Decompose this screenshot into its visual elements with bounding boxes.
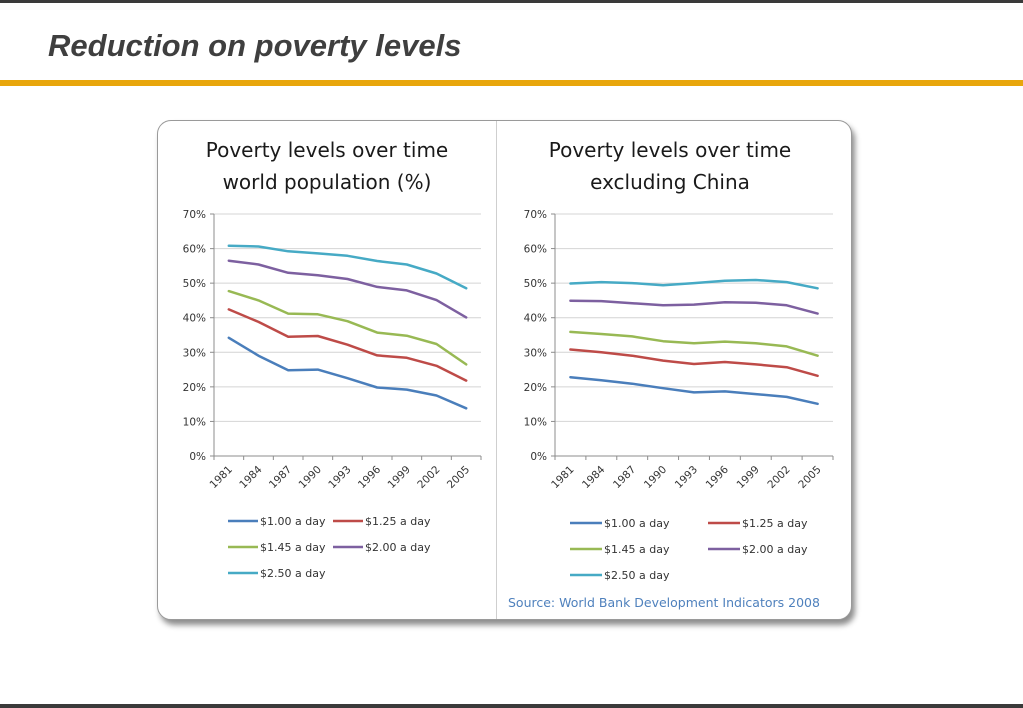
series-line-exchina-3 (569, 330, 819, 357)
series-line-exchina-4 (569, 299, 819, 315)
series-line-exchina-1 (569, 375, 819, 406)
legend-label-exchina-1: $1.00 a day (604, 517, 670, 530)
legend-label-exchina-4: $2.00 a day (742, 543, 808, 556)
chart-title-world-line-1: Poverty levels over time (206, 138, 448, 162)
y-tick-label-world-3: 30% (183, 347, 206, 359)
x-tick-label-exchina-1993: 1993 (673, 464, 700, 491)
y-tick-label-world-1: 10% (183, 416, 206, 428)
chart-divider (496, 121, 497, 619)
bottom-rule (0, 704, 1023, 708)
y-tick-label-exchina-4: 40% (524, 313, 547, 325)
chart-excluding-china: Poverty levels over time excluding China 0… (524, 138, 834, 582)
x-tick-label-exchina-1984: 1984 (580, 463, 608, 491)
y-tick-label-world-6: 60% (183, 244, 206, 256)
y-tick-label-world-0: 0% (189, 451, 206, 463)
chart-title-world-line-2: world population (%) (223, 170, 432, 194)
chart-world: Poverty levels over time world population… (183, 138, 482, 580)
legend-label-exchina-2: $1.25 a day (742, 517, 808, 530)
legend-label-world-1: $1.00 a day (260, 515, 326, 528)
legend-label-world-4: $2.00 a day (365, 541, 431, 554)
chart-title-exchina-line-2: excluding China (590, 170, 750, 194)
legend-label-exchina-3: $1.45 a day (604, 543, 670, 556)
series-line-world-2 (227, 308, 468, 382)
x-tick-label-exchina-2005: 2005 (796, 464, 823, 491)
series-line-world-5 (227, 244, 468, 290)
y-tick-label-exchina-5: 50% (524, 278, 547, 290)
accent-rule (0, 80, 1023, 86)
x-tick-label-exchina-1990: 1990 (642, 464, 669, 491)
top-rule (0, 0, 1023, 3)
y-tick-label-exchina-0: 0% (530, 451, 547, 463)
y-tick-label-world-4: 40% (183, 313, 206, 325)
source-note: Source: World Bank Development Indicator… (508, 595, 820, 610)
series-line-exchina-5 (569, 278, 819, 290)
series-line-world-3 (227, 289, 468, 366)
legend-label-world-2: $1.25 a day (365, 515, 431, 528)
page-title: Reduction on poverty levels (48, 28, 462, 63)
x-tick-label-exchina-1999: 1999 (735, 464, 762, 491)
x-tick-label-exchina-1981: 1981 (549, 464, 576, 491)
legend-label-exchina-5: $2.50 a day (604, 569, 670, 582)
y-tick-label-exchina-2: 20% (524, 382, 547, 394)
y-tick-label-world-7: 70% (183, 209, 206, 221)
y-tick-label-world-5: 50% (183, 278, 206, 290)
legend-label-world-5: $2.50 a day (260, 567, 326, 580)
y-tick-label-exchina-7: 70% (524, 209, 547, 221)
series-line-world-1 (227, 336, 468, 410)
y-tick-label-world-2: 20% (183, 382, 206, 394)
legend-label-world-3: $1.45 a day (260, 541, 326, 554)
y-tick-label-exchina-6: 60% (524, 244, 547, 256)
series-line-world-4 (227, 259, 468, 319)
chart-figure: Poverty levels over time world population… (157, 120, 852, 620)
x-tick-label-exchina-1987: 1987 (611, 464, 638, 491)
chart-title-exchina-line-1: Poverty levels over time (549, 138, 791, 162)
series-line-exchina-2 (569, 348, 819, 378)
y-tick-label-exchina-3: 30% (524, 347, 547, 359)
x-tick-label-exchina-2002: 2002 (765, 464, 792, 491)
y-tick-label-exchina-1: 10% (524, 416, 547, 428)
x-tick-label-exchina-1996: 1996 (704, 463, 732, 491)
